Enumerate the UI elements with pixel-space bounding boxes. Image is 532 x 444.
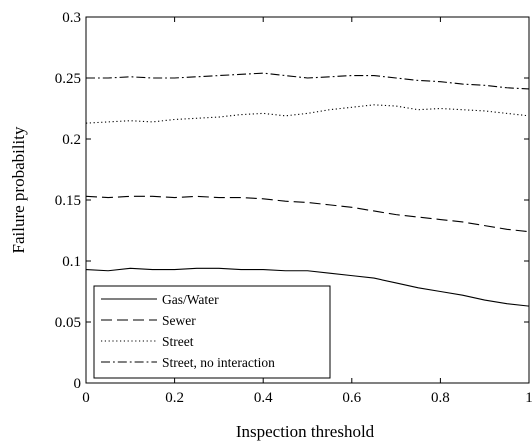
y-tick-label: 0.05: [55, 315, 81, 331]
legend-label: Gas/Water: [162, 292, 219, 307]
x-tick-label: 0.2: [165, 390, 184, 406]
y-tick-label: 0.2: [62, 132, 81, 148]
series-line-3: [86, 104, 529, 124]
legend-label: Sewer: [162, 313, 196, 328]
series-line-1: [86, 267, 529, 307]
series-line-2: [86, 195, 529, 233]
legend: Gas/Water Sewer Street Street, no interacti…: [93, 285, 331, 379]
x-tick-label: 0.4: [254, 390, 273, 406]
plot-area: [86, 72, 529, 307]
axes: 0 0.2 0.4 0.6 0.8 1 0 0.05 0.1 0.15 0.2 0.25 0.3: [55, 10, 532, 406]
y-axis-label: Failure probability: [9, 126, 28, 254]
y-tick-label: 0.15: [55, 193, 81, 209]
x-tick-label: 0.8: [431, 390, 450, 406]
y-tick-label: 0.25: [55, 71, 81, 87]
x-axis-label: Inspection threshold: [236, 422, 375, 441]
y-tick-label: 0: [74, 376, 82, 392]
x-tick-label: 0: [82, 390, 90, 406]
x-tick-label: 1: [525, 390, 532, 406]
legend-label: Street, no interaction: [162, 355, 275, 370]
legend-box: [93, 285, 331, 379]
legend-label: Street: [162, 334, 194, 349]
series-line-4: [86, 72, 529, 90]
y-tick-label: 0.3: [62, 10, 81, 26]
x-tick-label: 0.6: [342, 390, 361, 406]
y-tick-label: 0.1: [62, 254, 81, 270]
